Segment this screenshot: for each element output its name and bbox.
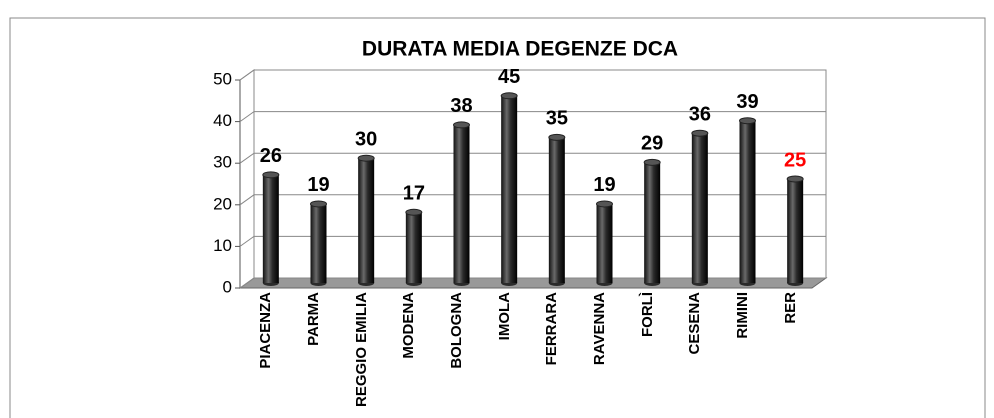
y-tick-label: 30 xyxy=(213,153,232,172)
x-tick-label: IMOLA xyxy=(495,292,513,341)
side-wall xyxy=(239,69,255,289)
bar-part xyxy=(453,124,470,283)
y-tick-label: 10 xyxy=(213,236,232,255)
bar xyxy=(786,175,804,286)
bar xyxy=(262,171,280,286)
value-label: 39 xyxy=(736,91,758,113)
y-tick-label: 0 xyxy=(223,277,232,296)
x-tick-label: PARMA xyxy=(305,292,322,346)
x-tick-label: BOLOGNA xyxy=(448,292,465,369)
grid-line xyxy=(239,69,826,81)
x-tick-label: FERRARA xyxy=(543,292,561,366)
floor xyxy=(238,277,828,289)
value-label: 17 xyxy=(403,183,425,205)
x-tick-label: RIMINI xyxy=(734,292,751,339)
bar-part xyxy=(453,121,470,129)
bar-part xyxy=(262,171,280,179)
bar xyxy=(643,158,661,286)
value-label: 30 xyxy=(355,128,377,150)
bar-part xyxy=(262,174,279,283)
grid-line xyxy=(239,235,826,247)
x-tick-label: REGGIO EMILIA xyxy=(352,292,370,408)
value-label: 36 xyxy=(689,104,711,126)
bar-part xyxy=(596,203,613,283)
bar-part xyxy=(644,162,661,283)
bar xyxy=(310,200,327,286)
frame xyxy=(9,17,986,418)
bar-part xyxy=(596,200,613,208)
bar xyxy=(500,92,518,286)
value-label: 19 xyxy=(593,174,615,196)
value-label: 26 xyxy=(260,145,282,167)
bar xyxy=(596,200,613,286)
bar-part xyxy=(358,158,375,283)
bar-part xyxy=(310,200,327,208)
bar-part xyxy=(501,95,518,283)
grid-line xyxy=(239,152,826,164)
bar xyxy=(548,133,566,286)
bar-part xyxy=(739,120,756,283)
back-wall xyxy=(253,69,827,279)
x-tick-label: FORLÌ xyxy=(638,292,656,337)
bar xyxy=(739,117,756,286)
value-label: 35 xyxy=(546,108,568,130)
bar-part xyxy=(691,133,708,283)
bar-part xyxy=(405,212,422,283)
value-label: 45 xyxy=(498,66,520,88)
y-tick-label: 40 xyxy=(213,111,232,130)
bar-part xyxy=(357,154,375,162)
bar-part xyxy=(405,208,423,216)
chart-title: DURATA MEDIA DEGENZE DCA xyxy=(362,38,678,61)
grid-line xyxy=(239,111,826,123)
value-label: 19 xyxy=(307,174,329,196)
bar-part xyxy=(691,129,709,137)
bar-part xyxy=(548,133,566,141)
bar xyxy=(691,129,709,286)
bar-part xyxy=(500,92,518,100)
grid-line xyxy=(239,194,826,206)
x-tick-label: MODENA xyxy=(400,292,418,359)
bar-part xyxy=(739,117,756,125)
bar-part xyxy=(786,175,804,183)
x-tick-label: PIACENZA xyxy=(257,292,275,369)
x-tick-label: CESENA xyxy=(686,292,704,355)
bar-part xyxy=(548,137,565,283)
value-label: 25 xyxy=(784,149,806,171)
bar-part xyxy=(787,179,804,283)
bar xyxy=(405,208,423,286)
bar xyxy=(357,154,375,286)
bar-part xyxy=(643,158,661,166)
value-label: 38 xyxy=(450,95,472,117)
y-tick-label: 50 xyxy=(213,69,232,88)
x-tick-label: RER xyxy=(781,292,799,324)
bar xyxy=(453,121,470,286)
y-tick-label: 20 xyxy=(213,194,232,213)
x-tick-label: RAVENNA xyxy=(591,292,608,366)
bar-part xyxy=(310,203,327,283)
value-label: 29 xyxy=(641,133,663,155)
grid-line xyxy=(239,277,826,289)
